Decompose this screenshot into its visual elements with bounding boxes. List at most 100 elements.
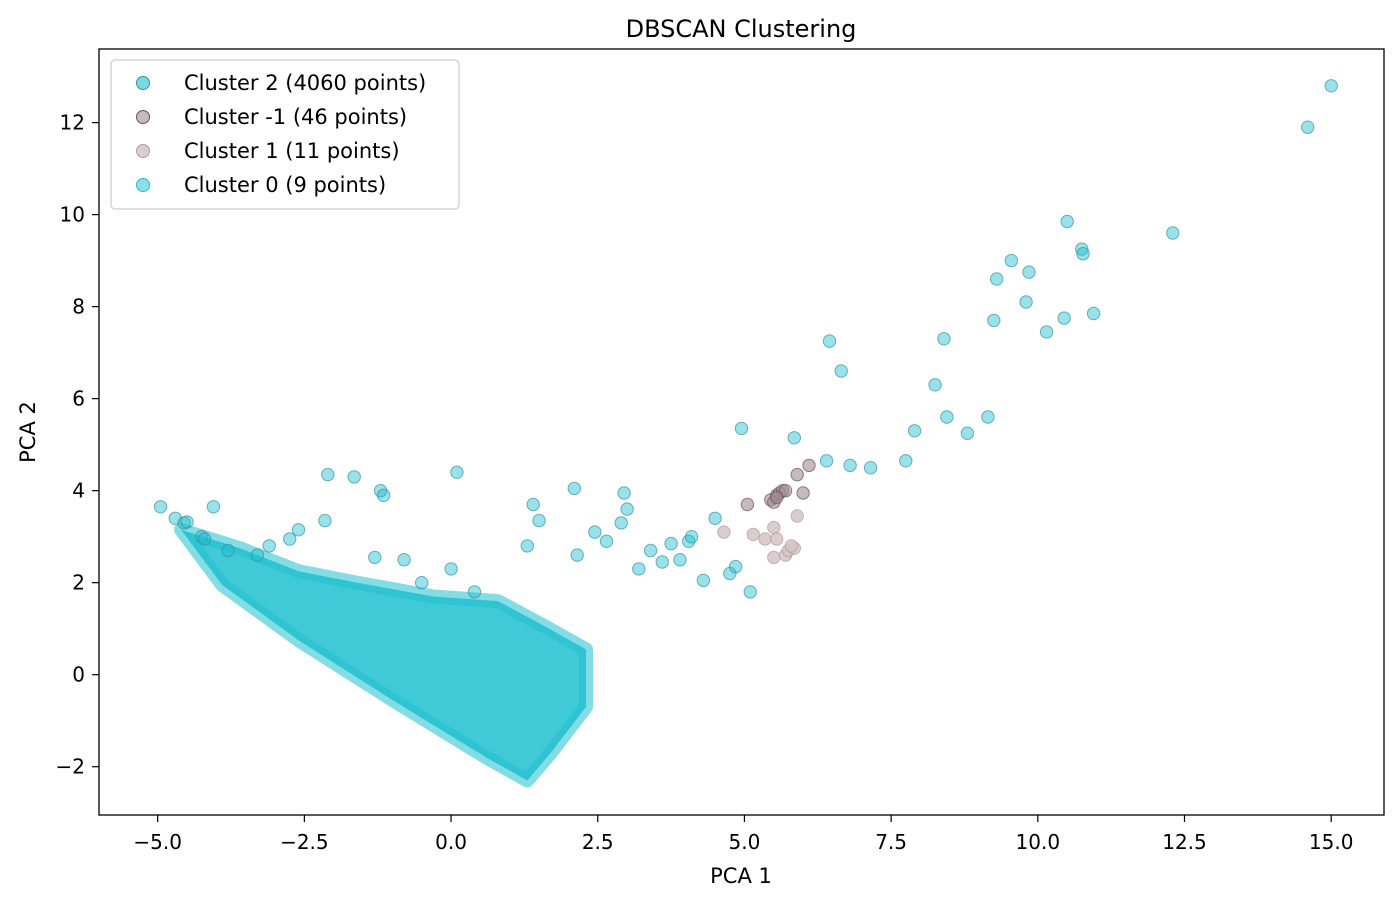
scatter-point [746,527,760,542]
legend-marker-cluster-1 [136,144,150,158]
scatter-point [790,509,804,523]
scatter-point [743,585,757,599]
scatter-point [526,497,540,512]
scatter-point [987,313,1001,328]
scatter-point [843,458,857,473]
scatter-point [1301,120,1315,134]
scatter-point [415,576,429,590]
scatter-point [180,515,194,529]
legend-entry-cluster-2: Cluster 2 (4060 points) [136,71,426,95]
scatter-point [728,559,743,574]
scatter-point [450,465,464,479]
scatter-point [291,523,306,537]
scatter-point [834,364,848,378]
y-tick-label: −2 [56,755,85,779]
scatter-point [1324,79,1338,93]
legend-marker-cluster-minus-1 [136,110,150,124]
y-axis-label: PCA 2 [16,401,40,463]
plot-area [98,48,1385,816]
scatter-point [796,486,810,500]
scatter-point [347,470,361,484]
scatter-point [206,500,221,514]
scatter-point [655,555,669,569]
series-cluster-minus-1 [740,458,816,512]
scatter-point [1022,265,1036,279]
legend-label-cluster-2: Cluster 2 (4060 points) [184,71,426,95]
scatter-point [321,467,335,482]
scatter-point [770,532,784,546]
x-tick-label: 10.0 [1016,830,1061,854]
scatter-point [520,539,534,553]
scatter-point [767,520,781,535]
scatter-point [928,378,942,392]
scatter-point [570,548,584,562]
scatter-point [1076,247,1090,261]
scatter-point [778,484,793,498]
scatter-point [1039,325,1054,339]
scatter-point [802,458,816,473]
scatter-point [734,421,749,436]
scatter-point [819,454,834,468]
scatter-point [981,410,995,424]
scatter-point [643,543,658,558]
scatter-point [717,525,731,539]
scatter-point [960,426,975,440]
series-cluster-2 [153,79,1338,599]
scatter-point [1057,311,1071,325]
scatter-point [250,548,265,562]
scatter-point [567,481,581,496]
scatter-point [990,272,1004,286]
chart-title: DBSCAN Clustering [626,15,857,43]
y-tick-label: 4 [72,479,85,503]
scatter-point [588,525,602,539]
x-axis-ticks: −5.0 −2.5 0.0 2.5 5.0 7.5 10.0 12.5 15.0 [133,815,1353,854]
x-axis-label: PCA 1 [710,864,772,888]
x-tick-label: −2.5 [280,830,329,854]
scatter-point [863,461,878,475]
legend-label-cluster-0: Cluster 0 (9 points) [184,173,386,197]
legend-label-cluster-1: Cluster 1 (11 points) [184,139,400,163]
y-tick-label: 8 [72,295,85,319]
scatter-point [1086,306,1101,321]
legend-marker-cluster-0 [136,178,150,192]
legend-entry-cluster-0: Cluster 0 (9 points) [136,173,386,197]
y-axis-ticks: −2 0 2 4 6 8 10 12 [56,111,99,779]
legend-entry-cluster-1: Cluster 1 (11 points) [136,139,400,163]
scatter-point [1004,253,1019,268]
scatter-point [467,585,482,599]
scatter-point [822,334,837,348]
y-tick-label: 10 [60,203,85,227]
scatter-point [1075,242,1089,256]
scatter-point [784,539,799,553]
scatter-point [614,516,628,530]
legend-label-cluster-minus-1: Cluster -1 (46 points) [184,105,407,129]
scatter-point [397,553,411,567]
scatter-point [937,332,951,346]
scatter-point [632,562,646,576]
x-tick-label: 12.5 [1162,830,1207,854]
scatter-point [696,573,711,588]
scatter-point [617,486,631,500]
scatter-point [1019,295,1033,309]
x-tick-label: 15.0 [1309,830,1354,854]
y-tick-label: 0 [72,663,85,687]
dense-cluster-mass [174,522,593,788]
x-tick-label: −5.0 [133,830,182,854]
scatter-point [940,410,954,424]
scatter-point [767,550,781,565]
scatter-point [1060,214,1074,229]
scatter-point [532,513,546,528]
scatter-point [376,488,391,502]
legend: Cluster 2 (4060 points) Cluster -1 (46 p… [110,59,460,210]
y-tick-label: 6 [72,387,85,411]
scatter-point [664,536,678,551]
scatter-point [673,553,687,567]
scatter-point [1166,226,1180,240]
scatter-point [620,502,634,516]
x-tick-label: 2.5 [582,830,614,854]
scatter-point [599,534,614,548]
y-tick-label: 12 [60,111,85,135]
scatter-point [444,562,458,576]
series-cluster-1 [717,509,804,565]
